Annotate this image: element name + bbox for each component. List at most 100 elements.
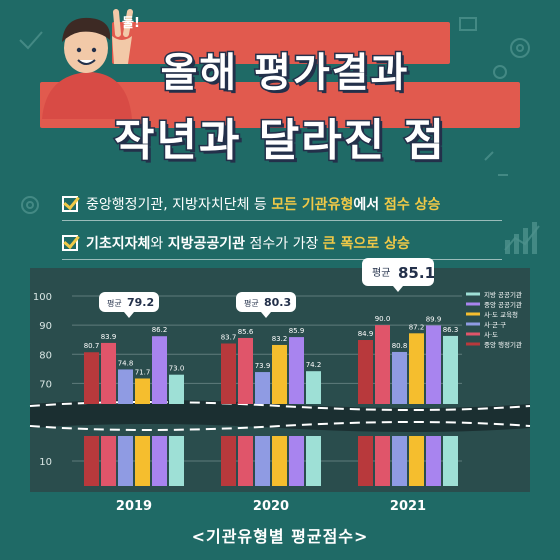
data-label: 89.9: [426, 315, 442, 323]
data-label: 84.9: [358, 330, 374, 338]
bullet-list: 중앙행정기관, 지방자치단체 등 모든 기관유형에서 점수 상승 기초지자체와 …: [62, 190, 522, 268]
legend-label: 사·도 교육청: [484, 310, 518, 319]
bar-lower: [358, 436, 373, 486]
average-callout-pointer: [393, 286, 403, 292]
average-callout: [362, 258, 434, 286]
bar-lower: [221, 436, 236, 486]
y-tick-label: 80: [39, 350, 52, 361]
bar-lower: [409, 436, 424, 486]
bullet-1-part-3: 에서: [353, 197, 385, 213]
bar-upper: [169, 374, 184, 404]
legend-label: 사·도: [484, 330, 498, 339]
average-value: 79.2: [127, 296, 154, 309]
data-label: 83.2: [272, 335, 288, 343]
data-label: 80.8: [392, 342, 408, 350]
checkbox-icon: [62, 235, 78, 251]
bar-upper: [409, 333, 424, 404]
bullet-2-part-1: 기초지자체: [86, 236, 151, 252]
exclaim-text: 둘!: [122, 16, 140, 31]
bullet-text-2: 기초지자체와 지방공공기관 점수가 가장 큰 폭으로 상승: [86, 233, 410, 253]
bar-upper: [375, 325, 390, 404]
data-label: 83.9: [101, 333, 117, 341]
data-label: 74.8: [118, 359, 134, 367]
y-tick-label: 90: [39, 321, 52, 332]
bar-lower: [375, 436, 390, 486]
y-tick-label: 10: [39, 457, 52, 468]
bar-upper: [238, 337, 253, 404]
bar-upper: [358, 340, 373, 404]
bullet-underline-2: [62, 259, 502, 260]
bar-upper: [272, 344, 287, 404]
data-label: 85.9: [289, 327, 305, 335]
bar-upper: [135, 378, 150, 404]
axis-break-band: [30, 400, 530, 432]
average-value: 85.1: [398, 264, 435, 282]
bullet-2-part-2: 와: [150, 236, 168, 252]
bar-lower: [272, 436, 287, 486]
bar-upper: [443, 335, 458, 404]
data-label: 73.9: [255, 362, 271, 370]
legend-label: 중앙 행정기관: [484, 340, 522, 349]
average-callout-pointer: [124, 312, 134, 318]
data-label: 90.0: [375, 315, 391, 323]
bullet-1-part-1: 중앙행정기관, 지방자치단체 등: [86, 197, 272, 213]
bullet-item-1: 중앙행정기관, 지방자치단체 등 모든 기관유형에서 점수 상승: [62, 190, 522, 218]
bar-upper: [152, 336, 167, 404]
x-tick-label: 2020: [253, 499, 289, 514]
bar-upper: [84, 352, 99, 404]
checkbox-icon: [62, 196, 78, 212]
bullet-1-part-4: 점수 상승: [384, 197, 441, 213]
bar-lower: [238, 436, 253, 486]
average-callout: [99, 292, 159, 312]
title-highlight-bar-1: [112, 22, 450, 64]
bar-upper: [306, 371, 321, 404]
bar-lower: [152, 436, 167, 486]
bar-lower: [443, 436, 458, 486]
bullet-1-part-2: 모든 기관유형: [271, 197, 354, 213]
character-illustration: [42, 9, 133, 119]
data-label: 71.7: [135, 368, 151, 376]
average-callout: [236, 292, 296, 312]
bar-lower: [306, 436, 321, 486]
bullet-2-part-4: 점수가 가장: [245, 236, 323, 252]
bar-lower: [135, 436, 150, 486]
data-label: 86.2: [152, 326, 168, 334]
bullet-underline-1: [62, 220, 502, 221]
bar-upper: [255, 372, 270, 404]
x-tick-label: 2021: [390, 499, 426, 514]
legend-label: 중앙 공공기관: [484, 300, 522, 309]
data-label: 86.3: [443, 326, 459, 334]
bar-lower: [84, 436, 99, 486]
data-label: 87.2: [409, 323, 425, 331]
axis-break-line-bottom: [29, 421, 531, 431]
bullet-text-1: 중앙행정기관, 지방자치단체 등 모든 기관유형에서 점수 상승: [86, 194, 440, 214]
average-value: 80.3: [264, 296, 291, 309]
data-label: 73.0: [169, 365, 185, 373]
legend-label: 지방 공공기관: [484, 290, 522, 299]
data-label: 83.7: [221, 334, 237, 342]
bar-upper: [426, 325, 441, 404]
bar-lower: [255, 436, 270, 486]
bar-upper: [289, 337, 304, 404]
bar-lower: [426, 436, 441, 486]
chart-caption: <기관유형별 평균점수>: [191, 527, 369, 546]
average-label: 평균: [107, 298, 122, 308]
data-label: 85.6: [238, 328, 254, 336]
bar-upper: [392, 351, 407, 404]
bar-lower: [392, 436, 407, 486]
title-line-1: 올해 평가결과: [159, 49, 410, 98]
bar-lower: [101, 436, 116, 486]
legend-label: 사·군·구: [484, 320, 506, 329]
bar-upper: [101, 342, 116, 404]
bullet-item-2: 기초지자체와 지방공공기관 점수가 가장 큰 폭으로 상승: [62, 229, 522, 257]
bar-upper: [118, 369, 133, 404]
y-tick-label: 70: [39, 379, 52, 390]
data-label: 74.2: [306, 361, 322, 369]
average-label: 평균: [372, 267, 390, 279]
x-tick-label: 2019: [116, 499, 152, 514]
bar-upper: [221, 343, 236, 404]
average-label: 평균: [244, 298, 259, 308]
bar-lower: [289, 436, 304, 486]
y-tick-label: 100: [33, 292, 52, 303]
